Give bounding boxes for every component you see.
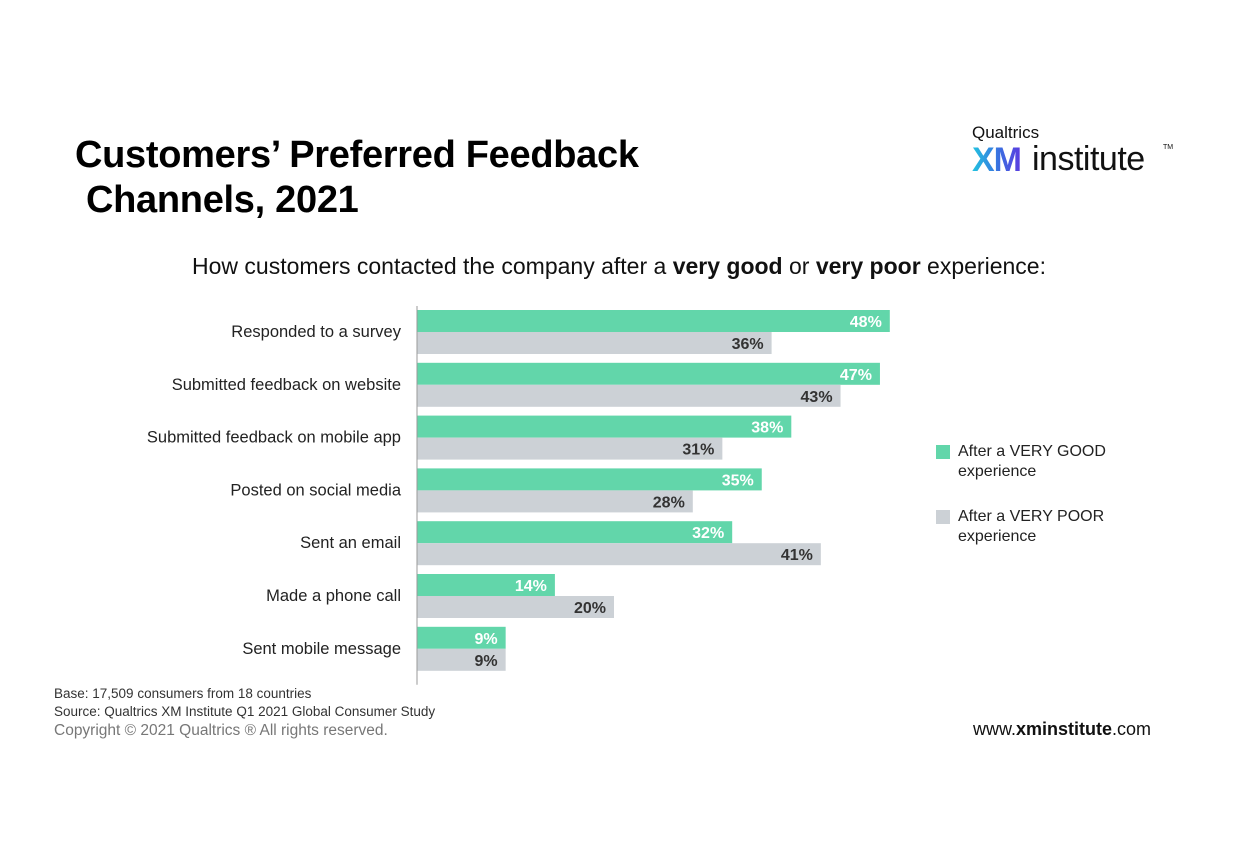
- copyright-note: Copyright © 2021 Qualtrics ® All rights …: [54, 722, 388, 739]
- category-label: Submitted feedback on website: [172, 376, 401, 394]
- chart-title-line1: Customers’ Preferred Feedback: [75, 134, 639, 176]
- data-label: 41%: [781, 547, 813, 564]
- data-label: 35%: [722, 472, 754, 489]
- legend-swatch-very-poor: [936, 510, 950, 524]
- data-label: 28%: [653, 494, 685, 511]
- legend-item-very-good: After a VERY GOOD experience: [936, 442, 1148, 482]
- bar-very-good: [417, 626, 506, 649]
- subtitle-pre: How customers contacted the company afte…: [192, 253, 673, 279]
- data-label: 9%: [475, 653, 498, 670]
- bar-very-good: [417, 468, 762, 491]
- url-prefix: www.: [973, 719, 1017, 739]
- subtitle-bold-good: very good: [672, 253, 783, 279]
- data-label: 20%: [574, 600, 606, 617]
- subtitle-bold-poor: very poor: [815, 253, 921, 279]
- bar-very-poor: [417, 648, 506, 671]
- data-label: 48%: [850, 314, 882, 331]
- chart-notes: Base: 17,509 consumers from 18 countries…: [54, 685, 435, 741]
- data-label: 38%: [751, 420, 783, 437]
- bar-very-poor: [417, 543, 821, 566]
- legend-label-very-poor-line2: experience: [958, 528, 1037, 545]
- bar-very-poor: [417, 437, 723, 460]
- data-label: 9%: [475, 631, 498, 648]
- data-label: 47%: [840, 367, 872, 384]
- data-label: 43%: [801, 389, 833, 406]
- bar-very-good: [417, 574, 555, 596]
- source-note: Source: Qualtrics XM Institute Q1 2021 G…: [54, 704, 436, 719]
- bar-very-poor: [417, 332, 772, 354]
- data-label: 31%: [682, 442, 714, 459]
- chart-subtitle: How customers contacted the company afte…: [0, 253, 1238, 280]
- legend-label-very-good-line1: After a VERY GOOD: [958, 443, 1106, 460]
- chart-title-line2: Channels, 2021: [86, 179, 359, 221]
- chart-title: Customers’ Preferred Feedback Channels, …: [75, 133, 639, 223]
- logo-qualtrics-text: Qualtrics: [972, 123, 1040, 142]
- category-label: Made a phone call: [266, 587, 401, 605]
- legend-label-very-good-line2: experience: [958, 463, 1037, 480]
- data-label: 36%: [732, 336, 764, 353]
- subtitle-mid: or: [782, 253, 816, 279]
- bar-very-poor: [417, 384, 841, 407]
- legend-label-very-poor-line1: After a VERY POOR: [958, 508, 1105, 525]
- bar-very-good: [417, 521, 733, 544]
- category-label: Posted on social media: [230, 481, 401, 499]
- website-url[interactable]: www.xminstitute.com: [973, 719, 1151, 740]
- bar-very-good: [417, 362, 880, 385]
- url-domain: xminstitute: [1016, 719, 1113, 739]
- category-label: Sent an email: [300, 534, 401, 552]
- base-note: Base: 17,509 consumers from 18 countries: [54, 686, 312, 701]
- qualtrics-xm-institute-logo: Qualtrics XM institute TM: [972, 123, 1192, 183]
- bar-very-good: [417, 310, 890, 332]
- logo-xm-text: XM: [972, 141, 1022, 179]
- category-label: Responded to a survey: [231, 323, 401, 341]
- legend-swatch-very-good: [936, 445, 950, 459]
- bar-very-poor: [417, 490, 693, 513]
- chart-legend: After a VERY GOOD experience After a VER…: [936, 442, 1148, 547]
- data-label: 14%: [515, 578, 547, 595]
- category-label: Submitted feedback on mobile app: [147, 429, 401, 447]
- category-label: Sent mobile message: [242, 640, 401, 658]
- subtitle-post: experience:: [920, 253, 1046, 279]
- logo-institute-text: institute: [1032, 140, 1145, 178]
- url-suffix: .com: [1112, 719, 1152, 739]
- data-label: 32%: [692, 525, 724, 542]
- logo-trademark: TM: [1163, 144, 1174, 151]
- bar-very-good: [417, 415, 792, 438]
- bar-very-poor: [417, 596, 614, 618]
- legend-item-very-poor: After a VERY POOR experience: [936, 507, 1148, 547]
